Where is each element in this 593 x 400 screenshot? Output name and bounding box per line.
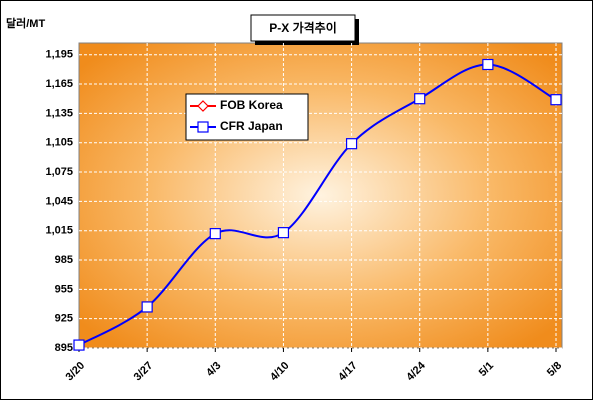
marker: [414, 93, 426, 105]
marker: [141, 301, 153, 313]
title-box: [250, 14, 356, 42]
y-tick-label: 985: [55, 254, 73, 266]
y-tick-label: 1,105: [45, 137, 73, 149]
marker: [73, 339, 85, 351]
legend-label: CFR Japan: [220, 119, 283, 133]
plot-area: [78, 42, 563, 349]
y-tick-label: 1,015: [45, 225, 73, 237]
marker: [197, 121, 209, 133]
legend-label: FOB Korea: [220, 98, 283, 112]
legend: FOB Korea CFR Japan: [185, 93, 309, 141]
marker: [345, 138, 358, 150]
marker: [550, 94, 562, 106]
y-tick-label: 1,045: [45, 195, 73, 207]
y-tick-label: 1,165: [45, 78, 73, 90]
series-line: [78, 63, 557, 346]
marker: [277, 227, 290, 239]
y-tick-label: 955: [55, 283, 73, 295]
y-tick-label: 1,135: [45, 107, 73, 119]
y-tick-label: 1,195: [45, 49, 73, 61]
y-axis-label: 달러/MT: [6, 16, 45, 30]
chart-title: P-X 가격추이: [269, 20, 337, 35]
y-tick-label: 925: [55, 313, 73, 325]
marker: [209, 228, 221, 240]
marker: [197, 100, 209, 112]
y-tick-label: 895: [55, 342, 73, 354]
y-tick-label: 1,075: [45, 166, 73, 178]
marker: [482, 58, 494, 71]
